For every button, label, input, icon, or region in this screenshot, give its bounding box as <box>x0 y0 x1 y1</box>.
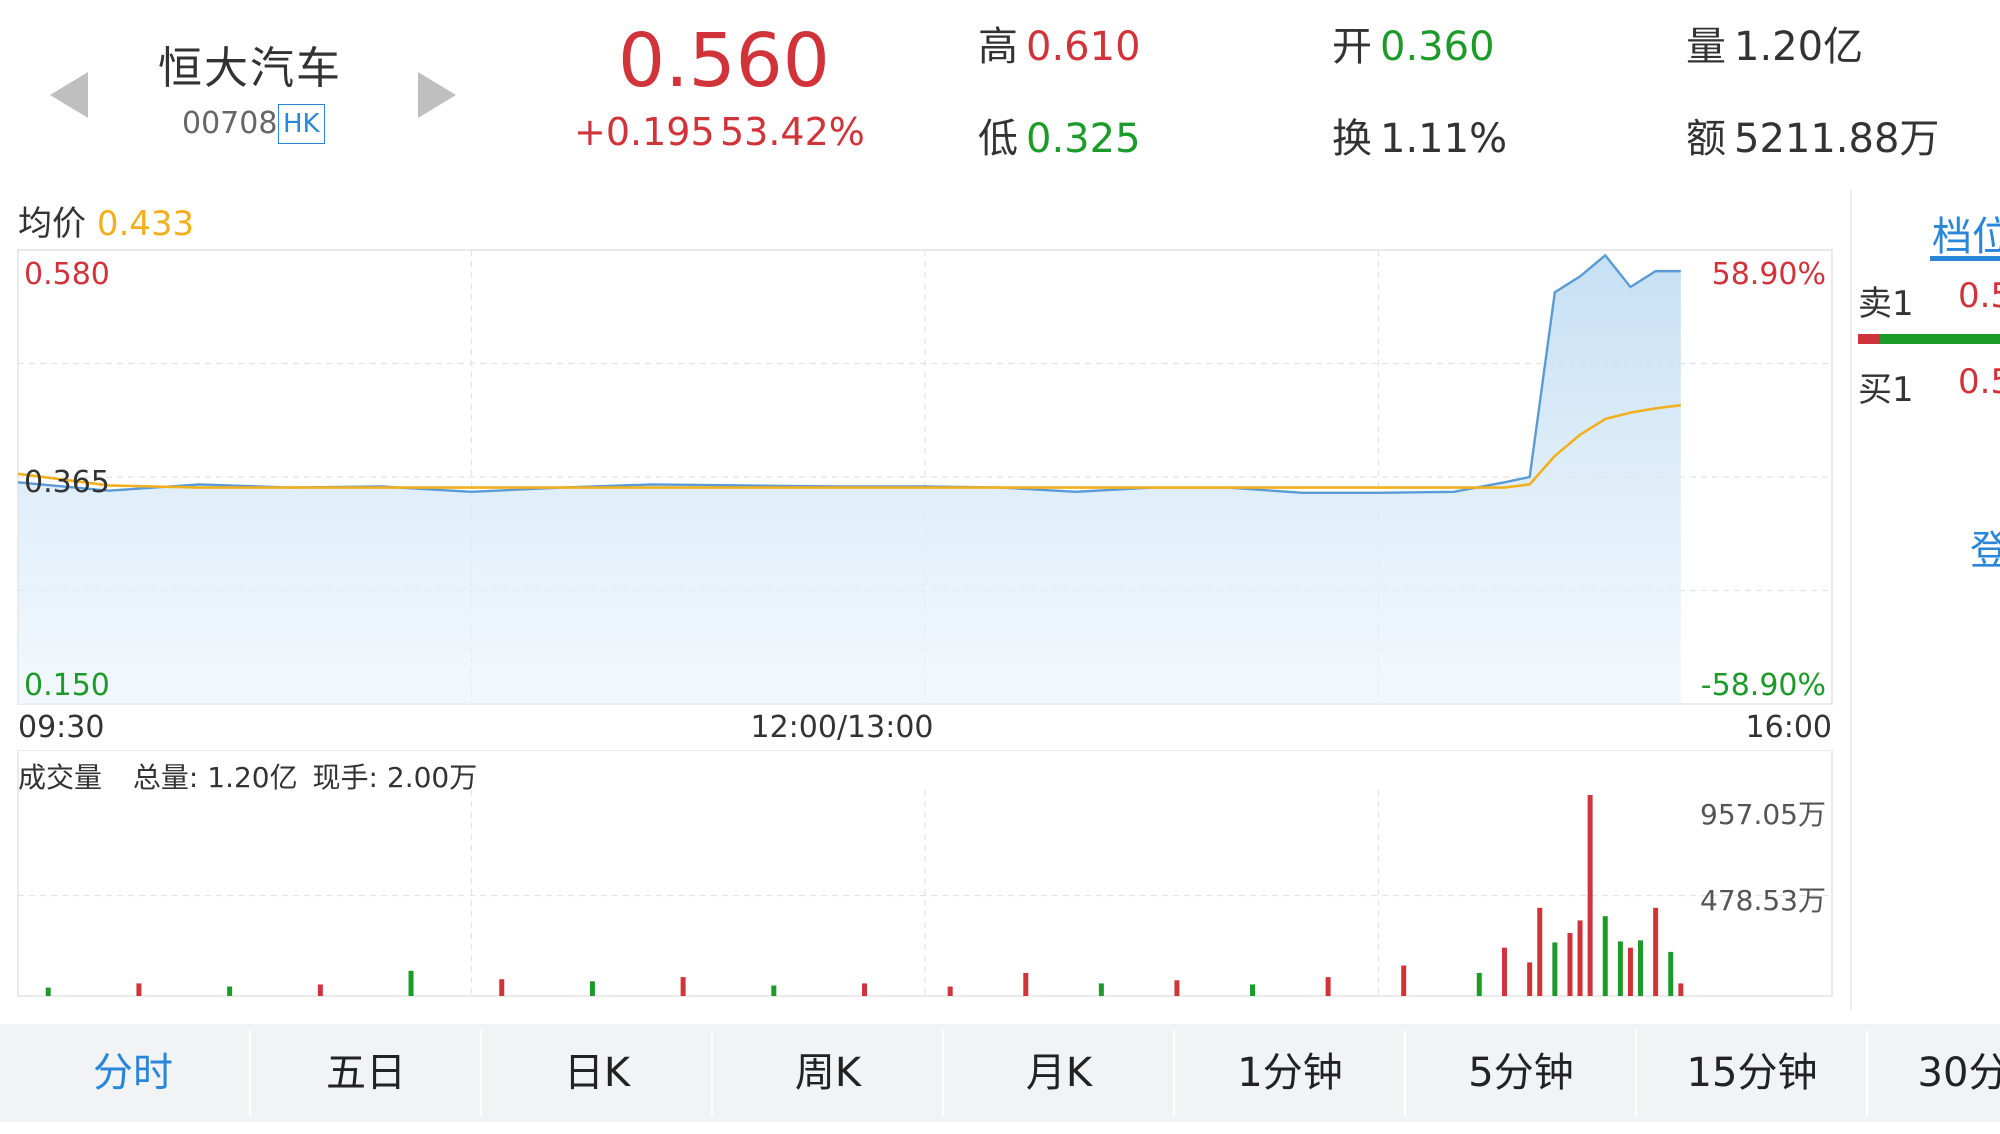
volume-bar <box>1577 920 1583 996</box>
tab-day-k[interactable]: 日K <box>480 1030 712 1116</box>
tab-15min[interactable]: 15分钟 <box>1635 1030 1867 1116</box>
sell-ratio-bar <box>1858 334 1880 344</box>
stat-high: 高 0.610 <box>978 24 1141 70</box>
volume-bar <box>1527 962 1533 996</box>
tab-week-k[interactable]: 周K <box>711 1030 943 1116</box>
volume-bar <box>1250 984 1256 996</box>
volume-bar <box>1678 983 1684 996</box>
tab-5day[interactable]: 五日 <box>249 1030 481 1116</box>
volume-bar <box>1627 947 1633 996</box>
stock-name: 恒大汽车 <box>158 43 342 94</box>
volume-bar <box>1476 972 1482 996</box>
volume-bar <box>408 970 414 996</box>
volume-bar <box>947 986 953 996</box>
volume-bar <box>1638 940 1644 996</box>
volume-scale-high: 957.05万 <box>1700 798 1826 831</box>
avg-price: 均价 0.433 <box>18 204 195 244</box>
intraday-price-chart[interactable]: 0.580 0.365 0.150 58.90% -58.90% 09:30 1… <box>0 240 1840 750</box>
order-book-tab[interactable]: 档位 <box>1932 214 2000 260</box>
next-stock-button[interactable] <box>414 70 458 120</box>
volume-bar <box>1617 941 1623 996</box>
volume-bar <box>1552 942 1558 996</box>
pct-axis-bottom-label: -58.90% <box>1701 668 1826 703</box>
sell1-value: 0.5 <box>1958 276 2000 316</box>
volume-bar <box>1098 983 1104 996</box>
volume-bar <box>1602 916 1608 996</box>
login-link[interactable]: 登 <box>1970 518 2000 576</box>
tab-1min[interactable]: 1分钟 <box>1173 1030 1405 1116</box>
volume-bar <box>1501 947 1507 996</box>
stat-amount: 额 5211.88万 <box>1686 116 1940 162</box>
price-change: +0.195 <box>574 110 715 154</box>
stat-volume: 量 1.20亿 <box>1686 24 1864 70</box>
volume-bar <box>680 977 686 996</box>
tab-5min[interactable]: 5分钟 <box>1404 1030 1636 1116</box>
tab-month-k[interactable]: 月K <box>942 1030 1174 1116</box>
volume-scale-mid: 478.53万 <box>1700 884 1826 917</box>
volume-bar <box>317 984 323 996</box>
time-axis-mid-label: 12:00/13:00 <box>750 710 933 745</box>
tab-fenshi[interactable]: 分时 <box>18 1030 248 1116</box>
volume-bar <box>45 987 51 996</box>
tab-30min[interactable]: 30分钟 <box>1866 1030 2000 1116</box>
volume-bar <box>1587 795 1593 996</box>
y-axis-mid-label: 0.365 <box>24 465 110 500</box>
volume-header: 成交量 总量: 1.20亿 现手: 2.00万 <box>18 761 478 794</box>
y-axis-bottom-label: 0.150 <box>24 668 110 703</box>
volume-bar <box>1174 980 1180 996</box>
avg-price-line <box>17 403 1681 489</box>
volume-bar <box>589 981 595 996</box>
volume-bar <box>1325 977 1331 996</box>
volume-bar <box>227 986 233 996</box>
sell1-label: 卖1 <box>1858 284 1914 324</box>
prev-stock-button[interactable] <box>48 70 92 120</box>
volume-bar <box>1401 965 1407 996</box>
volume-bar <box>771 985 777 996</box>
buy1-value: 0.5 <box>1958 362 2000 402</box>
price-area-fill <box>18 255 1681 705</box>
time-axis-start-label: 09:30 <box>18 710 104 745</box>
stat-turnover: 换 1.11% <box>1332 116 1508 162</box>
volume-bar <box>136 983 142 996</box>
price-change-pct: 53.42% <box>720 110 865 154</box>
price-line <box>17 253 1681 495</box>
volume-bar <box>862 983 868 996</box>
volume-bar <box>1567 932 1573 996</box>
current-price: 0.560 <box>618 18 830 104</box>
volume-bar <box>1653 907 1659 996</box>
stat-open: 开 0.360 <box>1332 24 1495 70</box>
volume-chart[interactable]: 957.05万 478.53万 <box>0 750 1840 1000</box>
order-book-panel: 档位 卖1 0.5 买1 0.5 登 <box>1850 190 2000 1010</box>
market-badge: HK <box>278 104 325 144</box>
stock-code: 00708 <box>182 106 278 141</box>
buy1-label: 买1 <box>1858 370 1914 410</box>
pct-axis-top-label: 58.90% <box>1712 257 1826 292</box>
volume-bar <box>1023 972 1029 996</box>
y-axis-top-label: 0.580 <box>24 257 110 292</box>
buy-ratio-bar <box>1880 334 2000 344</box>
volume-bar <box>1537 907 1543 996</box>
volume-bar <box>1668 951 1674 996</box>
time-axis-end-label: 16:00 <box>1746 710 1832 745</box>
volume-bar <box>499 979 505 996</box>
stat-low: 低 0.325 <box>978 116 1141 162</box>
